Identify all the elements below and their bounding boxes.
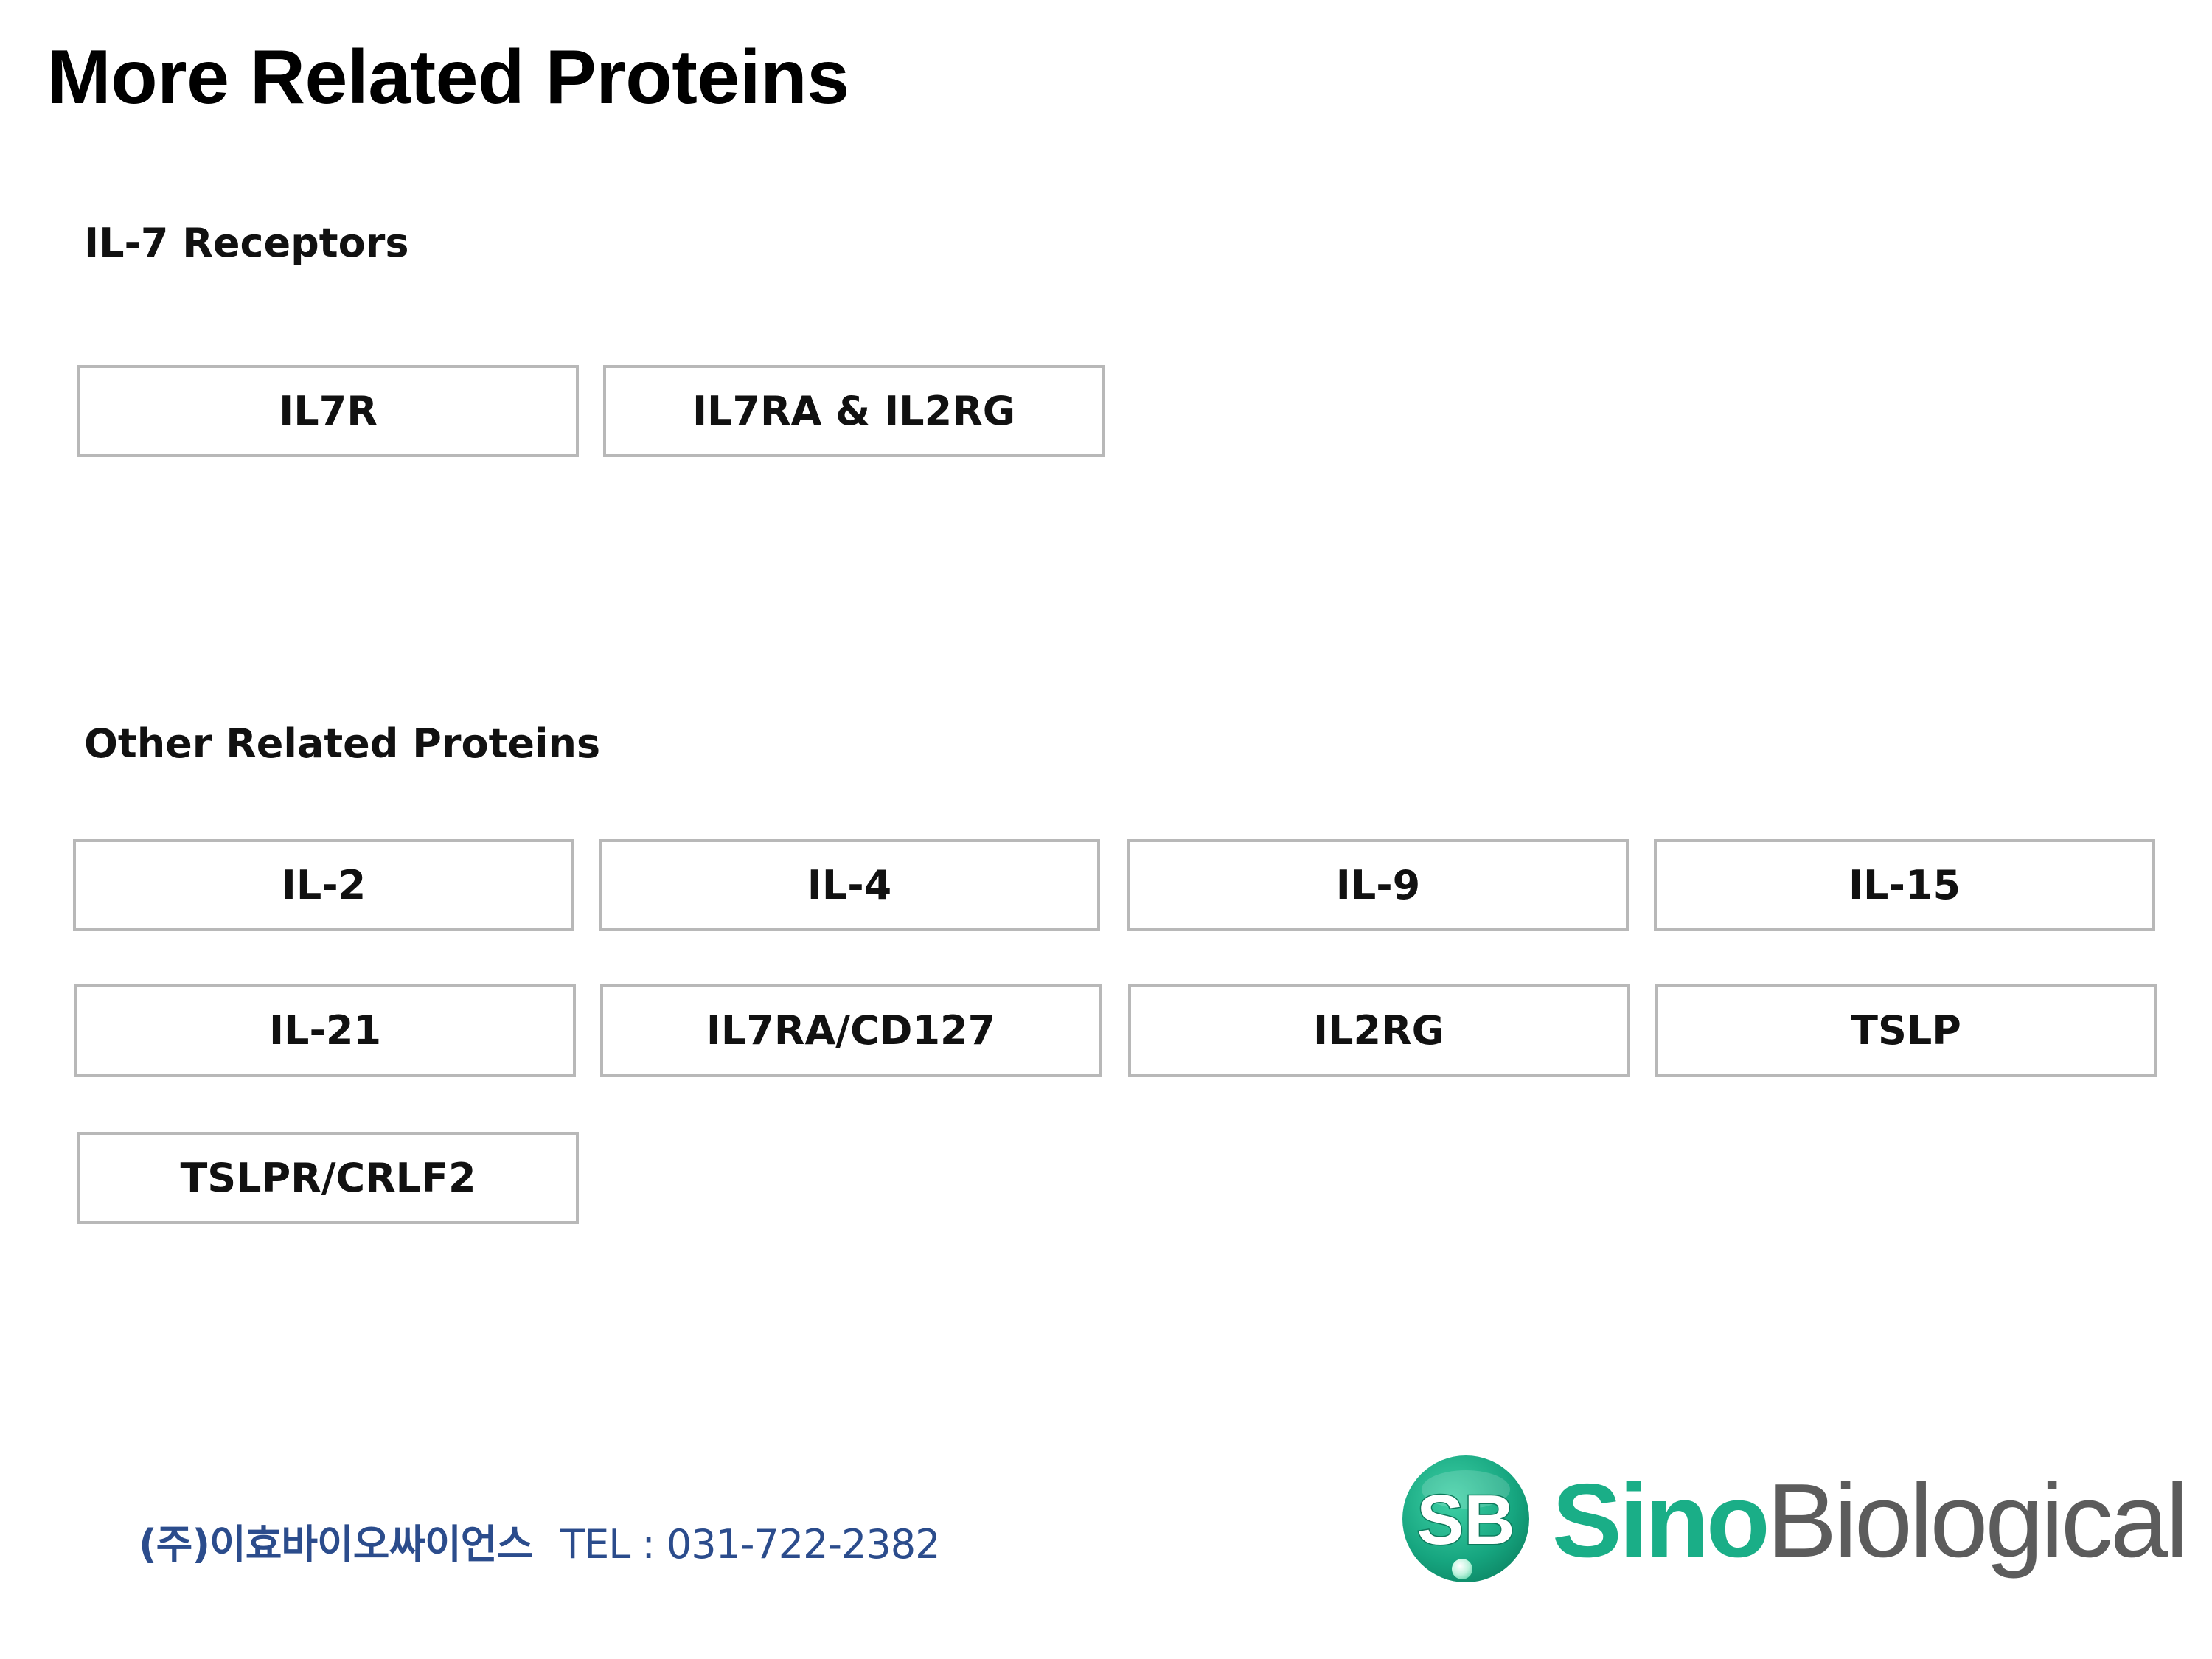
protein-button-tslpr-crlf2[interactable]: TSLPR/CRLF2: [77, 1132, 579, 1224]
protein-button-il4[interactable]: IL-4: [599, 839, 1100, 931]
company-name: (주)이효바이오싸이언스: [139, 1521, 533, 1568]
contact-info: (주)이효바이오싸이언스 TEL : 031-722-2382: [139, 1512, 940, 1570]
logo-brand-biological: Biological: [1767, 1462, 2189, 1579]
protein-button-tslp[interactable]: TSLP: [1655, 984, 2157, 1077]
sb-logo-letters: SB: [1416, 1481, 1514, 1559]
section-heading-other-related-proteins: Other Related Proteins: [84, 720, 601, 767]
protein-button-il9[interactable]: IL-9: [1127, 839, 1629, 931]
protein-button-il2rg[interactable]: IL2RG: [1128, 984, 1630, 1077]
logo-wordmark: SinoBiological: [1552, 1469, 2188, 1573]
protein-button-il7r[interactable]: IL7R: [77, 365, 579, 457]
telephone-number: TEL : 031-722-2382: [560, 1521, 940, 1568]
protein-button-il7ra-cd127[interactable]: IL7RA/CD127: [600, 984, 1102, 1077]
protein-button-il2[interactable]: IL-2: [73, 839, 574, 931]
protein-button-il7ra-il2rg[interactable]: IL7RA & IL2RG: [603, 365, 1105, 457]
protein-button-il15[interactable]: IL-15: [1654, 839, 2155, 931]
section-heading-il7-receptors: IL-7 Receptors: [84, 220, 409, 266]
page-title: More Related Proteins: [47, 35, 849, 120]
sino-biological-logo: SB SinoBiological: [1397, 1454, 2188, 1591]
logo-brand-sino: Sino: [1552, 1462, 1770, 1579]
protein-button-il21[interactable]: IL-21: [74, 984, 576, 1077]
sb-logo-icon: SB: [1402, 1455, 1529, 1582]
